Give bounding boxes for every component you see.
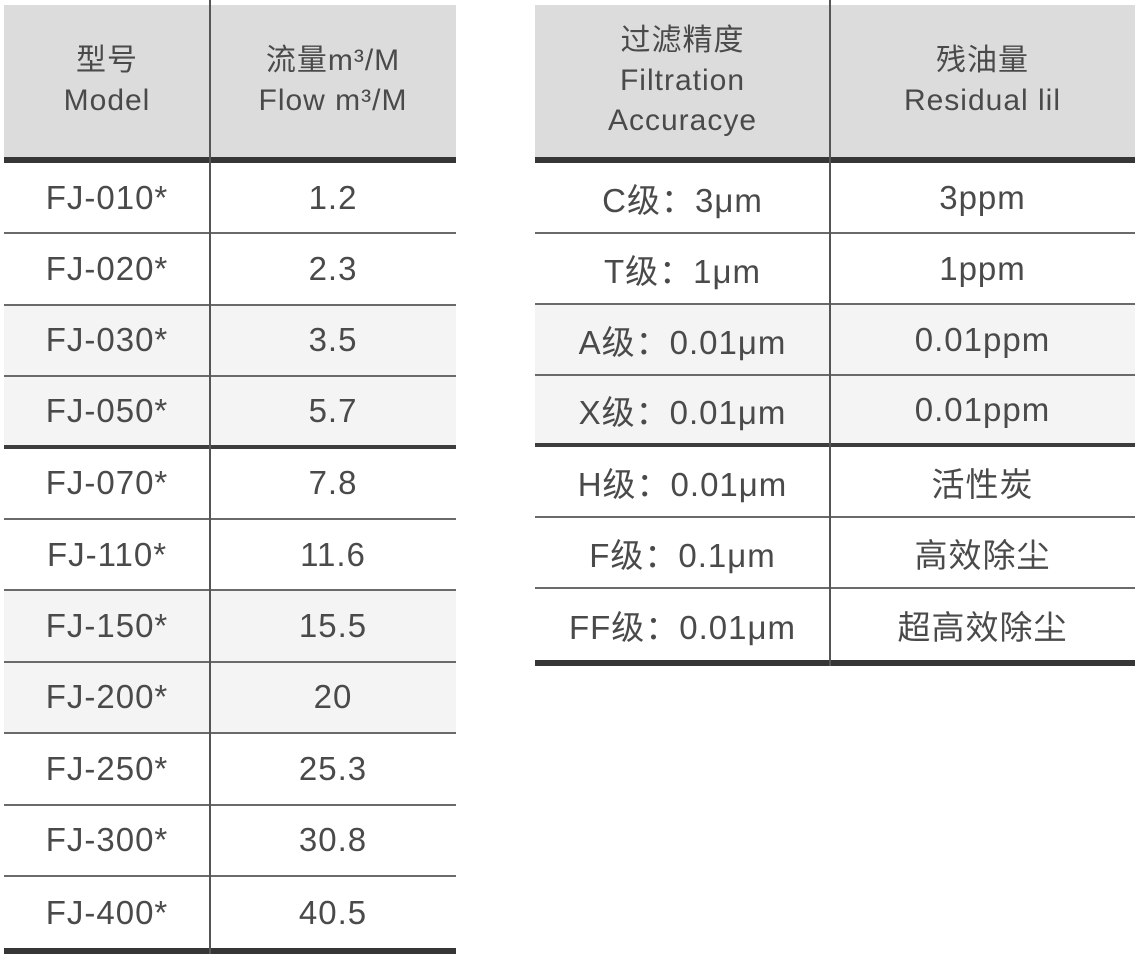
table-row: H级：0.01μm 活性炭 xyxy=(535,447,1135,518)
flow-cell: 1.2 xyxy=(308,178,358,216)
residual-cell: 0.01ppm xyxy=(914,320,1051,358)
table-row: FJ-150* 15.5 xyxy=(4,591,456,663)
residual-column-header-en: Residual lil xyxy=(903,84,1062,117)
flow-column-header-zh: 流量m³/M xyxy=(265,44,401,77)
model-cell: FJ-050* xyxy=(45,391,169,429)
flow-cell: 25.3 xyxy=(298,749,368,787)
header-divider-bar xyxy=(4,157,456,163)
flow-cell: 5.7 xyxy=(308,391,358,429)
filtration-table: 过滤精度 Filtration Accuracye 残油量 Residual l… xyxy=(535,0,1135,666)
table-row: X级：0.01μm 0.01ppm xyxy=(535,376,1135,447)
model-flow-table-body: FJ-010* 1.2 FJ-020* 2.3 FJ-030* 3.5 FJ-050* 5.7… xyxy=(4,163,456,949)
table-row: FJ-250* 25.3 xyxy=(4,734,456,806)
flow-cell: 30.8 xyxy=(298,821,368,859)
flow-cell: 7.8 xyxy=(308,464,358,502)
table-row: FJ-020* 2.3 xyxy=(4,234,456,306)
grade-cell: T级：1μm xyxy=(603,252,761,290)
table-row: FJ-200* 20 xyxy=(4,662,456,735)
table-row: FJ-050* 5.7 xyxy=(4,377,456,449)
table-row: FJ-010* 1.2 xyxy=(4,163,456,235)
table-row: FJ-070* 7.8 xyxy=(4,448,456,520)
residual-cell: 1ppm xyxy=(939,249,1026,287)
model-cell: FJ-400* xyxy=(45,893,169,931)
model-cell: FJ-150* xyxy=(45,607,169,645)
table-row: FJ-110* 11.6 xyxy=(4,519,456,592)
model-cell: FJ-010* xyxy=(45,178,169,216)
filtration-column-header-zh: 过滤精度 xyxy=(620,24,745,57)
flow-cell: 15.5 xyxy=(298,607,368,645)
model-flow-table-header: 型号 Model 流量m³/M Flow m³/M xyxy=(4,5,456,157)
residual-cell: 高效除尘 xyxy=(914,536,1051,574)
model-column-header-zh: 型号 xyxy=(76,44,138,77)
flow-cell: 11.6 xyxy=(300,535,366,573)
filtration-column-header-en2: Accuracye xyxy=(607,104,758,137)
model-flow-table: 型号 Model 流量m³/M Flow m³/M FJ-010* 1.2 FJ-0… xyxy=(4,0,456,955)
grade-cell: FF级：0.01μm xyxy=(568,608,797,646)
model-cell: FJ-200* xyxy=(45,678,169,716)
column-divider-line xyxy=(209,0,211,954)
model-cell: FJ-070* xyxy=(45,464,169,502)
residual-cell: 0.01ppm xyxy=(914,390,1051,428)
flow-column-header: 流量m³/M Flow m³/M xyxy=(210,5,456,157)
grade-cell: C级：3μm xyxy=(602,181,763,219)
model-cell: FJ-110* xyxy=(46,535,168,573)
grade-cell: A级：0.01μm xyxy=(578,323,787,361)
flow-cell: 3.5 xyxy=(308,321,358,359)
flow-cell: 40.5 xyxy=(298,893,368,931)
grade-cell: H级：0.01μm xyxy=(577,465,788,503)
filtration-table-body: C级：3μm 3ppm T级：1μm 1ppm A级：0.01μm 0.01ppm X级：0… xyxy=(535,163,1135,660)
table-row: T级：1μm 1ppm xyxy=(535,234,1135,305)
residual-cell: 超高效除尘 xyxy=(897,608,1068,646)
table-row: FJ-300* 30.8 xyxy=(4,805,456,877)
model-cell: FJ-030* xyxy=(45,321,169,359)
table-row: FJ-400* 40.5 xyxy=(4,876,456,949)
model-cell: FJ-250* xyxy=(45,749,169,787)
residual-cell: 3ppm xyxy=(939,178,1026,216)
residual-oil-column-header: 残油量 Residual lil xyxy=(830,5,1135,157)
table-row: A级：0.01μm 0.01ppm xyxy=(535,305,1135,376)
flow-cell: 20 xyxy=(313,678,353,716)
model-column-header: 型号 Model xyxy=(4,5,210,157)
filtration-accuracy-column-header: 过滤精度 Filtration Accuracye xyxy=(535,5,830,157)
filtration-table-header: 过滤精度 Filtration Accuracye 残油量 Residual l… xyxy=(535,5,1135,157)
table-row: C级：3μm 3ppm xyxy=(535,163,1135,234)
flow-column-header-en: Flow m³/M xyxy=(258,84,408,117)
table-row: FJ-030* 3.5 xyxy=(4,305,456,378)
column-divider-line xyxy=(829,0,831,666)
table-bottom-bar xyxy=(535,660,1135,666)
table-row: FF级：0.01μm 超高效除尘 xyxy=(535,589,1135,660)
table-row: F级：0.1μm 高效除尘 xyxy=(535,518,1135,589)
residual-column-header-zh: 残油量 xyxy=(936,44,1029,77)
table-bottom-bar xyxy=(4,948,456,955)
header-divider-bar xyxy=(535,157,1135,163)
model-cell: FJ-300* xyxy=(45,821,169,859)
model-cell: FJ-020* xyxy=(45,250,169,288)
filtration-column-header-en1: Filtration xyxy=(619,64,746,97)
grade-cell: X级：0.01μm xyxy=(578,393,787,431)
residual-cell: 活性炭 xyxy=(931,465,1034,503)
model-column-header-en: Model xyxy=(63,84,151,117)
flow-cell: 2.3 xyxy=(308,250,358,288)
grade-cell: F级：0.1μm xyxy=(589,536,776,574)
